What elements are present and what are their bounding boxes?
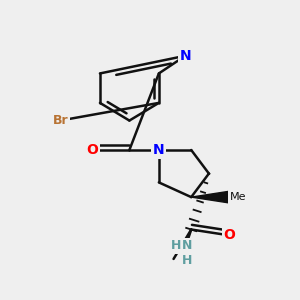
- Text: Me: Me: [230, 192, 246, 202]
- Text: H: H: [182, 254, 192, 267]
- Text: O: O: [87, 143, 98, 157]
- Text: O: O: [224, 228, 236, 242]
- Text: N: N: [182, 239, 192, 252]
- Text: Br: Br: [52, 114, 68, 127]
- Polygon shape: [191, 191, 230, 203]
- Text: H: H: [171, 239, 181, 252]
- Text: N: N: [153, 143, 165, 157]
- Text: N: N: [179, 49, 191, 63]
